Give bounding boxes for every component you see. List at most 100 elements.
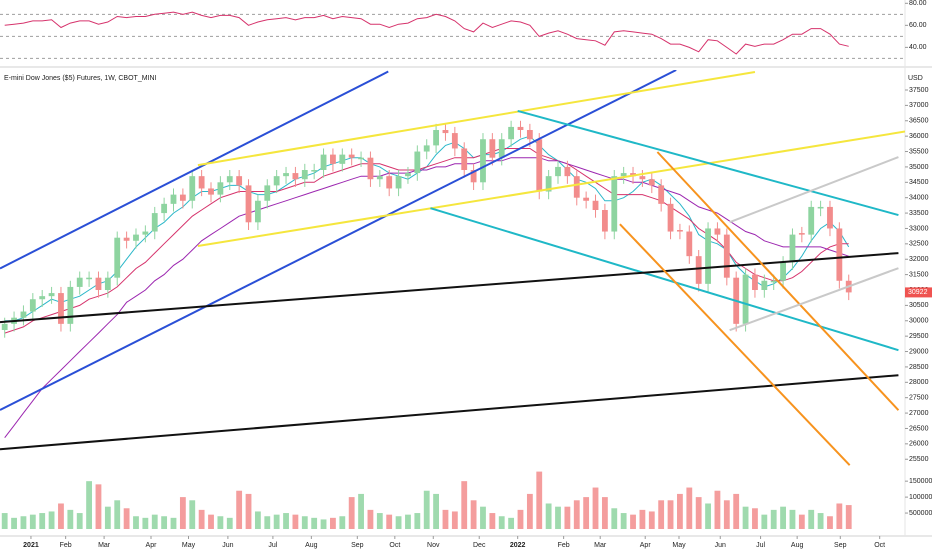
candle-body [358, 157, 364, 160]
volume-bar [461, 481, 468, 529]
last-price-label: 30922 [908, 289, 928, 296]
volume-bar [104, 506, 111, 529]
volume-bar [508, 517, 515, 529]
x-tick-label: Apr [640, 542, 652, 549]
volume-bar [292, 514, 299, 529]
candle-body [817, 206, 824, 209]
candle-body [170, 194, 177, 204]
chart-title: E-mini Dow Jones ($5) Futures, 1W, CBOT_… [4, 75, 157, 82]
volume-bar [836, 503, 843, 529]
volume-bar [620, 513, 627, 529]
volume-bar [236, 490, 243, 529]
x-tick-label: 2021 [23, 542, 39, 549]
trendline [619, 223, 851, 466]
candle-body [217, 182, 224, 195]
candle-body [423, 145, 430, 152]
volume-bar [630, 514, 636, 529]
candle-body [292, 173, 299, 180]
x-tick-label: Sep [834, 542, 847, 549]
candle-body [583, 197, 590, 201]
candle-body [1, 323, 8, 330]
volume-bar [817, 513, 824, 529]
x-tick-label: Oct [874, 542, 885, 549]
candle-body [827, 206, 833, 229]
x-tick-label: Dec [473, 542, 486, 549]
volume-bar [358, 493, 364, 529]
candle-body [611, 176, 618, 232]
volume-bar [311, 517, 318, 529]
y-tick-label: 30500 [909, 302, 929, 309]
x-tick-label: Aug [305, 542, 318, 549]
candle-body [236, 176, 243, 186]
candle-body [742, 274, 749, 324]
volume-bar [667, 500, 674, 529]
candle-body [761, 280, 768, 290]
volume-bar [198, 509, 205, 529]
y-tick-label: 26000 [909, 441, 929, 448]
candle-body [20, 311, 27, 318]
volume-bar [770, 509, 777, 529]
candle-body [658, 185, 665, 204]
x-tick-label: Mar [594, 542, 607, 549]
volume-bar [386, 514, 393, 529]
x-tick-label: May [672, 542, 686, 549]
x-tick-label: 2022 [510, 542, 526, 549]
volume-bar [67, 509, 74, 529]
candle-body [836, 228, 843, 281]
x-tick-label: Sep [351, 542, 364, 549]
candle-body [705, 228, 711, 284]
trendline [729, 156, 899, 224]
volume-bar [742, 506, 749, 529]
volume-bar [217, 516, 224, 529]
candle-body [189, 176, 196, 201]
candle-body [348, 154, 355, 158]
candle-body [114, 237, 121, 278]
candle-body [301, 170, 308, 180]
volume-bar [151, 514, 158, 529]
candle-body [770, 280, 777, 283]
candle-body [161, 203, 168, 214]
x-tick-label: Mar [98, 542, 111, 549]
candle-body [386, 176, 393, 189]
volume-bar [761, 514, 768, 529]
moving-average [4, 157, 849, 439]
candle-body [367, 157, 374, 180]
x-tick-label: Feb [60, 542, 72, 549]
candle-body [564, 166, 571, 177]
volume-tick-label: 500000 [909, 510, 932, 517]
volume-bar [423, 490, 430, 529]
x-tick-label: Jul [268, 542, 277, 549]
candle-body [498, 139, 505, 158]
candle-body [508, 126, 515, 140]
y-tick-label: 28500 [909, 364, 929, 371]
x-tick-label: Aug [791, 542, 804, 549]
candle-body [264, 185, 271, 201]
candle-body [461, 148, 468, 170]
y-tick-label: 35500 [909, 148, 929, 155]
volume-bar [545, 503, 552, 529]
volume-bar [273, 514, 280, 529]
y-tick-label: 25500 [909, 456, 929, 463]
volume-bar [339, 516, 346, 529]
volume-bar [405, 514, 411, 529]
candle-body [686, 231, 693, 257]
candle-body [283, 173, 289, 177]
candle-body [376, 176, 383, 180]
trendline [0, 252, 899, 324]
volume-bar [517, 509, 524, 529]
candle-body [808, 206, 815, 235]
candle-body [320, 154, 327, 170]
volume-bar [695, 497, 702, 529]
volume-bar [798, 514, 805, 529]
volume-bar [133, 516, 139, 529]
candle-body [104, 277, 111, 290]
rsi-line [4, 11, 849, 55]
volume-bar [76, 513, 83, 529]
candle-body [95, 277, 102, 290]
candle-body [405, 173, 411, 177]
trendline [197, 71, 756, 167]
axes: 25500 26000 26500 27000 27500 28000 28500 29000… [23, 0, 932, 549]
candle-body [151, 213, 158, 232]
y-tick-label: 27000 [909, 410, 929, 417]
